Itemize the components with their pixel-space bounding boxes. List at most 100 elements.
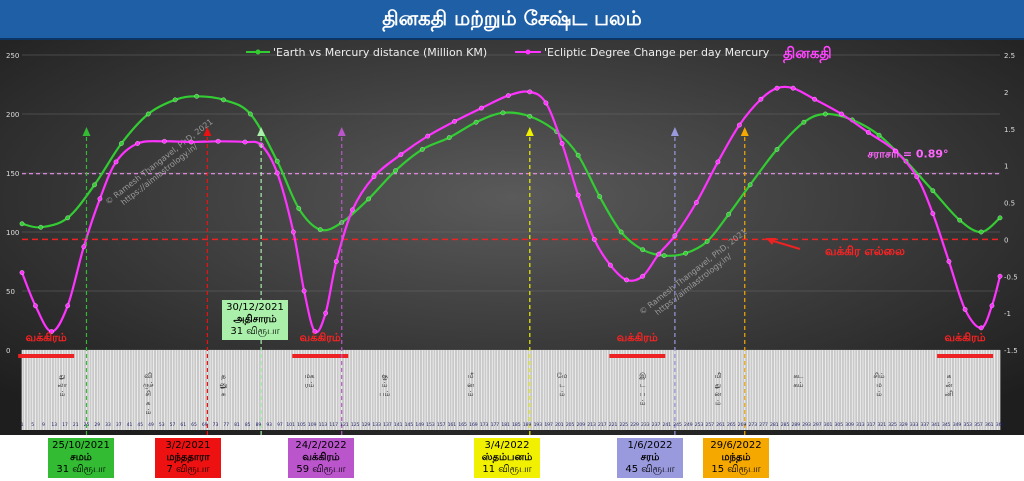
annotation-arrowhead — [82, 127, 91, 136]
series-point — [737, 122, 742, 128]
zodiac-label: சி — [146, 390, 151, 398]
x-tick-label: 93 — [266, 422, 272, 428]
annotation-value: 31 விரூபா — [56, 464, 106, 475]
series-point — [371, 174, 377, 180]
annotation-box: 29/6/2022 மந்தம் 15 விரூபா — [703, 438, 769, 478]
zodiac-label: ருச் — [143, 381, 153, 389]
x-tick-label: 225 — [620, 422, 629, 428]
annotation-date: 29/6/2022 — [710, 440, 762, 451]
x-tick-label: 85 — [245, 422, 251, 428]
zodiac-label: இ — [639, 372, 646, 380]
retro-bar — [18, 354, 75, 358]
annotation-box: 30/12/2021 அதிசாரம் 31 விரூபா — [222, 300, 288, 340]
legend-label: 'Earth vs Mercury distance (Million KM) — [273, 46, 487, 59]
series-point — [790, 85, 796, 91]
chart: © Ramesh Thangavel, PhD, 2021https://aim… — [0, 40, 1024, 435]
zodiac-label: ன் — [946, 381, 953, 389]
x-tick-label: 21 — [73, 422, 79, 428]
x-tick-label: 341 — [931, 422, 940, 428]
y-right-tick-label: 1 — [1004, 163, 1008, 171]
legend-marker — [255, 49, 261, 55]
zodiac-label: மே — [557, 372, 568, 380]
series-point — [145, 111, 151, 117]
annotation-arrowhead — [257, 127, 266, 136]
series-point — [135, 141, 140, 146]
x-tick-label: 1 — [21, 422, 24, 428]
x-tick-label: 309 — [845, 422, 854, 428]
x-tick-label: 25 — [84, 422, 90, 428]
series-point — [350, 207, 355, 213]
zodiac-label: சிம் — [874, 372, 885, 380]
x-tick-label: 49 — [148, 422, 154, 428]
series-point — [446, 135, 452, 140]
x-tick-label: 353 — [963, 422, 972, 428]
x-tick-label: 189 — [523, 422, 532, 428]
series-point — [242, 139, 248, 145]
x-tick-label: 349 — [953, 422, 962, 428]
series-point — [997, 215, 1003, 221]
zodiac-label: து — [59, 372, 65, 380]
series-point — [640, 273, 646, 279]
y-right-tick-label: 0 — [1004, 236, 1008, 244]
annotation-state: சரம் — [640, 452, 660, 463]
series-point — [946, 259, 952, 264]
x-tick-label: 57 — [170, 422, 176, 428]
x-tick-label: 61 — [180, 422, 186, 428]
x-tick-label: 5 — [31, 422, 34, 428]
series-point — [65, 215, 71, 221]
series-point — [452, 119, 457, 124]
x-tick-label: 13 — [51, 422, 57, 428]
series-point — [274, 158, 280, 164]
series-point — [892, 148, 898, 154]
series-point — [291, 229, 296, 235]
x-tick-label: 313 — [856, 422, 865, 428]
x-tick-label: 129 — [362, 422, 371, 428]
series-point — [876, 132, 882, 138]
annotation-arrowhead — [337, 127, 346, 136]
y-left-tick-label: 250 — [6, 52, 19, 60]
y-left-tick-label: 0 — [6, 347, 10, 355]
series-point — [575, 192, 581, 198]
series-point — [119, 141, 124, 146]
x-tick-label: 41 — [127, 422, 133, 428]
zodiac-label: ம் — [559, 390, 565, 398]
series-point — [608, 262, 613, 268]
x-tick-label: 317 — [867, 422, 876, 428]
series-point — [930, 211, 936, 216]
annotation-arrowhead — [670, 127, 679, 136]
x-tick-label: 345 — [942, 422, 951, 428]
series-point — [683, 250, 688, 256]
x-tick-label: 125 — [351, 422, 360, 428]
x-tick-label: 237 — [652, 422, 661, 428]
y-right-tick-label: -0.5 — [1004, 273, 1018, 281]
x-tick-label: 205 — [566, 422, 575, 428]
annotation-value: 59 விரூபா — [296, 464, 346, 475]
annotation-arrowhead — [203, 127, 212, 136]
series-point — [656, 251, 662, 257]
series-point — [618, 229, 624, 235]
series-point — [957, 217, 963, 223]
x-tick-label: 37 — [116, 422, 122, 428]
series-point — [661, 253, 667, 258]
x-tick-label: 253 — [695, 422, 704, 428]
series-point — [624, 277, 629, 283]
zodiac-label: க — [947, 372, 952, 380]
annotation-state: மந்தம் — [721, 452, 751, 463]
annotation-state: வக்கிரம் — [302, 452, 340, 463]
series-point — [113, 159, 119, 165]
zodiac-label: ம் — [715, 399, 721, 407]
annotation-value: 45 விரூபா — [625, 464, 675, 475]
series-point — [500, 110, 506, 116]
x-tick-label: 97 — [277, 422, 283, 428]
x-tick-label: 197 — [544, 422, 553, 428]
zodiac-label: ம — [876, 381, 882, 389]
series-point — [575, 152, 581, 158]
retro-bar — [292, 354, 349, 358]
legend-marker — [525, 49, 531, 55]
zodiac-label: து — [715, 381, 721, 389]
x-tick-label: 293 — [802, 422, 811, 428]
series-point — [597, 194, 603, 199]
annotation-value: 15 விரூபா — [711, 464, 761, 475]
series-point — [162, 138, 167, 144]
annotation-arrowhead — [525, 127, 534, 136]
